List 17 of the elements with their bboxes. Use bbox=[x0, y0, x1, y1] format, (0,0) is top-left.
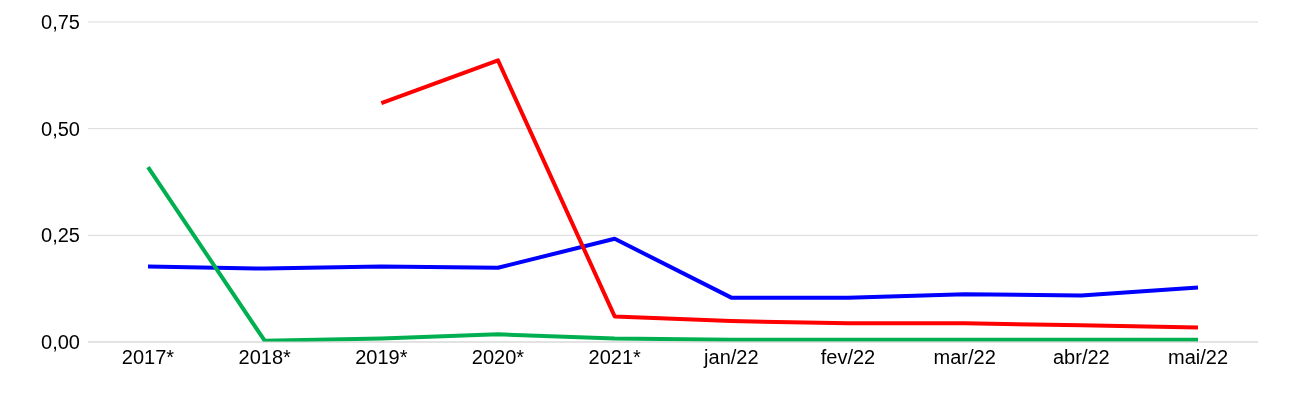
line-series bbox=[379, 58, 1200, 330]
x-tick-label: 2017* bbox=[121, 346, 175, 369]
line-series bbox=[146, 165, 1200, 342]
line-series bbox=[146, 236, 1200, 300]
x-tick-label: 2021* bbox=[588, 346, 642, 369]
x-tick-label: mar/22 bbox=[933, 346, 996, 369]
y-tick-label: 0,25 bbox=[41, 224, 80, 247]
y-tick-label: 0,75 bbox=[41, 11, 80, 34]
x-tick-label: 2019* bbox=[355, 346, 408, 369]
x-tick-label: abr/22 bbox=[1052, 346, 1110, 369]
x-tick-label: 2020* bbox=[471, 346, 525, 369]
y-tick-label: 0,50 bbox=[41, 117, 80, 140]
x-tick-label: jan/22 bbox=[703, 346, 759, 369]
x-tick-label: fev/22 bbox=[820, 346, 876, 369]
x-tick-label: mai/22 bbox=[1167, 346, 1229, 369]
y-tick-label: 0,00 bbox=[41, 331, 80, 354]
x-tick-label: 2018* bbox=[238, 346, 292, 369]
